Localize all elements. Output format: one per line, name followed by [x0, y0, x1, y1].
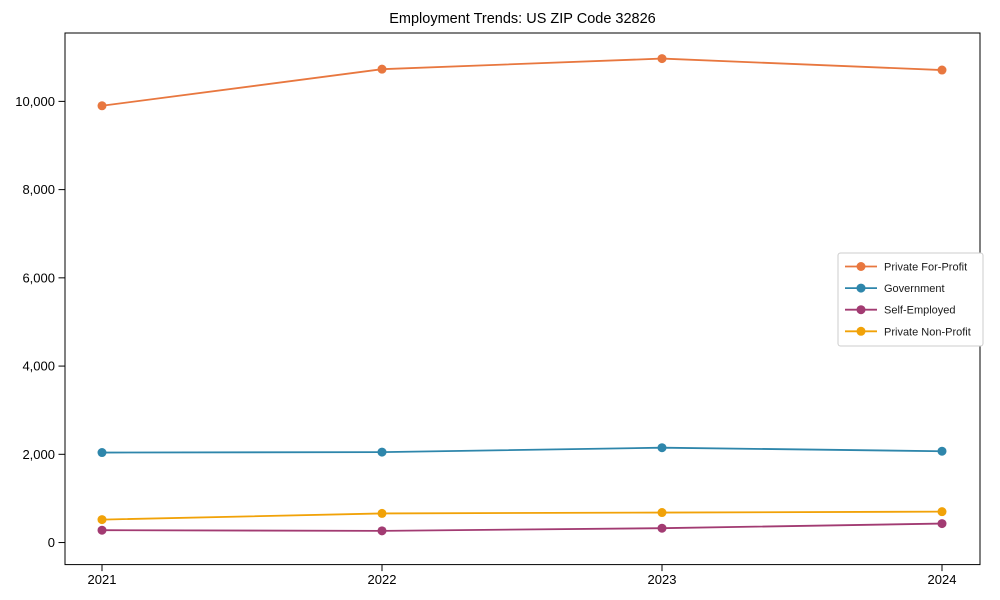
y-axis-tick-label: 10,000: [15, 94, 55, 109]
legend-item-self-employed: Self-Employed: [845, 305, 956, 317]
legend-item-private-for-profit: Private For-Profit: [845, 262, 967, 274]
marker-private-for-profit-2024: [937, 65, 947, 75]
legend-item-government: Government: [845, 283, 945, 295]
series-line-government: [101, 446, 943, 454]
marker-private-for-profit-2021: [97, 101, 107, 111]
y-axis-tick-label: 8,000: [22, 182, 55, 197]
y-axis-tick-label: 0: [48, 535, 55, 550]
marker-self-employed-2021: [97, 525, 107, 535]
marker-private-non-profit-2021: [97, 515, 107, 525]
marker-private-non-profit-2024: [937, 507, 947, 517]
marker-government-2024: [937, 446, 947, 456]
legend-label: Government: [884, 283, 945, 295]
marker-private-non-profit-2022: [377, 508, 387, 518]
series-line-self-employed: [101, 522, 943, 532]
x-axis-tick-label: 2024: [928, 572, 957, 587]
legend-marker-icon: [856, 283, 866, 293]
marker-private-for-profit-2023: [657, 54, 667, 64]
x-axis-tick-label: 2021: [88, 572, 117, 587]
series-self-employed: [97, 519, 947, 536]
series-private-non-profit: [97, 507, 947, 525]
series-private-for-profit: [97, 54, 947, 111]
marker-private-for-profit-2022: [377, 64, 387, 74]
marker-self-employed-2022: [377, 526, 387, 536]
legend-marker-icon: [856, 326, 866, 336]
marker-private-non-profit-2023: [657, 508, 667, 518]
legend: Private For-Profit Government Self-Employe…: [837, 252, 984, 347]
y-axis-tick-label: 4,000: [22, 359, 55, 374]
series-line-private-non-profit: [101, 510, 943, 521]
legend-label: Self-Employed: [884, 305, 956, 317]
marker-self-employed-2024: [937, 519, 947, 529]
marker-government-2023: [657, 443, 667, 453]
series-government: [97, 443, 947, 458]
marker-self-employed-2023: [657, 523, 667, 533]
x-axis-tick-label: 2023: [648, 572, 677, 587]
marker-government-2021: [97, 448, 107, 458]
chart-title: Employment Trends: US ZIP Code 32826: [389, 11, 656, 27]
legend-label: Private Non-Profit: [884, 326, 971, 338]
y-axis-tick-label: 6,000: [22, 270, 55, 285]
legend-label: Private For-Profit: [884, 262, 967, 274]
legend-item-private-non-profit: Private Non-Profit: [845, 326, 971, 338]
legend-box: [837, 252, 984, 347]
legend-marker-icon: [856, 305, 866, 315]
marker-government-2022: [377, 447, 387, 457]
legend-marker-icon: [856, 262, 866, 271]
x-axis-tick-label: 2022: [368, 572, 397, 587]
series-line-private-for-profit: [101, 57, 943, 107]
y-axis-tick-label: 2,000: [22, 447, 55, 462]
